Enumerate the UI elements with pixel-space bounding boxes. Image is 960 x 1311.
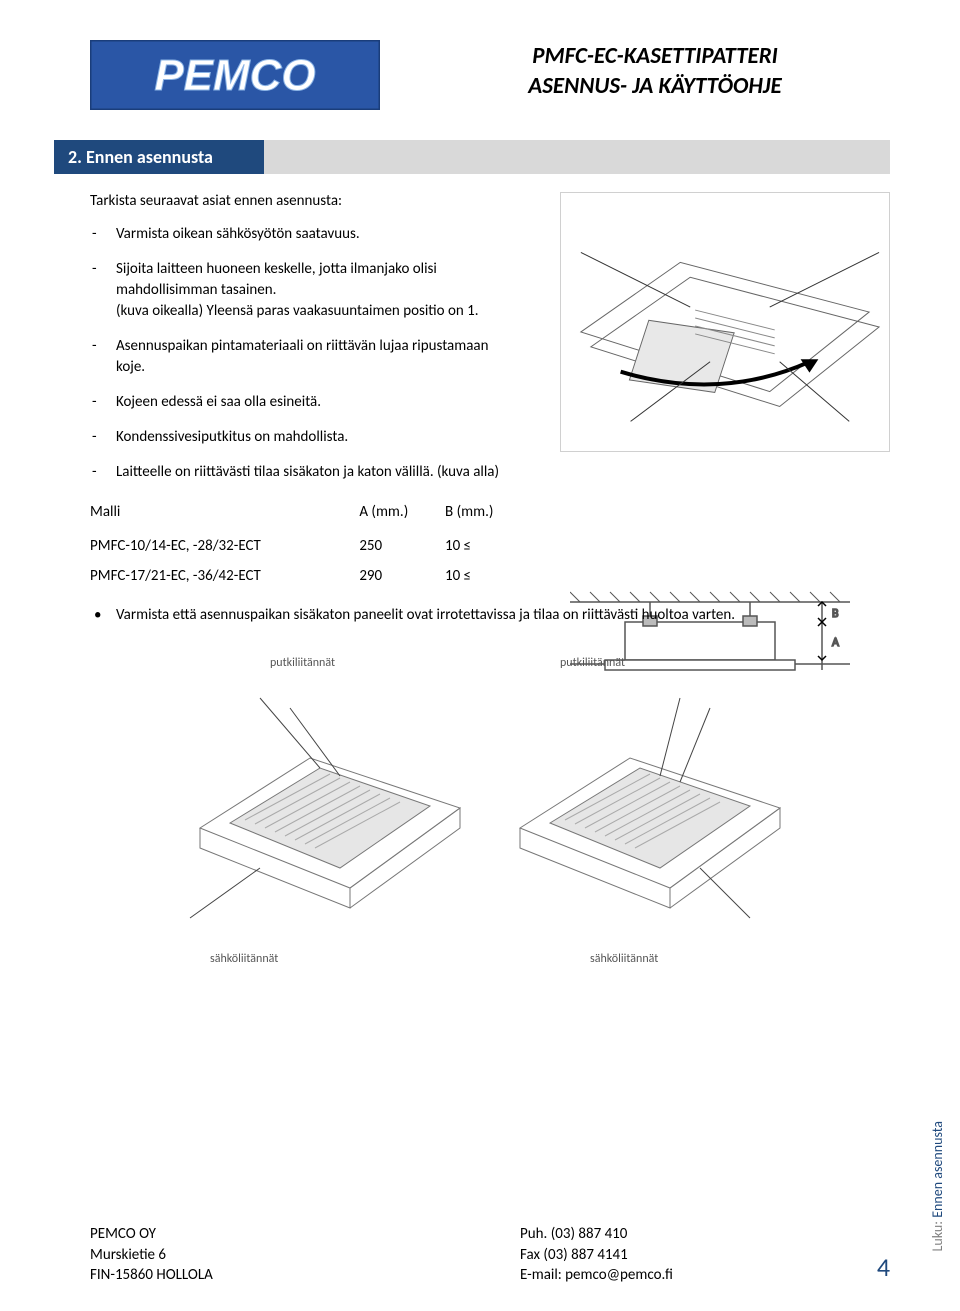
- th-a: A (mm.): [359, 497, 445, 531]
- footer-fax: Fax (03) 887 4141: [520, 1245, 867, 1265]
- footer-email: E-mail: pemco@pemco.fi: [520, 1265, 867, 1285]
- cell-b: 10 ≤: [445, 531, 530, 561]
- footer-addr2: FIN-15860 HOLLOLA: [90, 1265, 520, 1285]
- page-number: 4: [877, 1250, 890, 1285]
- bullet-item: Asennuspaikan pintamateriaali on riittäv…: [116, 336, 510, 378]
- section-bar-fill: [264, 140, 890, 174]
- bullet-item: Kojeen edessä ei saa olla esineitä.: [116, 392, 510, 413]
- note-bullet: Varmista että asennuspaikan sisäkaton pa…: [90, 605, 890, 626]
- diagram3-label: putkiliitännät: [270, 656, 335, 670]
- pemco-logo: PEMCO: [90, 40, 380, 110]
- cell-a: 250: [359, 531, 445, 561]
- svg-text:A: A: [832, 636, 839, 650]
- side-tab-prefix: Luku:: [929, 1220, 946, 1251]
- side-tab-text: Ennen asennusta: [929, 1121, 946, 1218]
- doc-title-line1: PMFC-EC-KASETTIPATTERI: [420, 42, 890, 72]
- footer-addr1: Murskietie 6: [90, 1245, 520, 1265]
- th-model: Malli: [90, 497, 359, 531]
- dimensions-table: Malli A (mm.) B (mm.) PMFC-10/14-EC, -28…: [90, 497, 530, 591]
- footer-address: PEMCO OY Murskietie 6 FIN-15860 HOLLOLA: [90, 1224, 520, 1285]
- cell-model: PMFC-17/21-EC, -36/42-ECT: [90, 561, 359, 591]
- page-footer: PEMCO OY Murskietie 6 FIN-15860 HOLLOLA …: [90, 1224, 890, 1285]
- bullet-item: Kondenssivesiputkitus on mahdollista.: [116, 427, 510, 448]
- bullet-item: Laitteelle on riittävästi tilaa sisäkato…: [116, 462, 510, 483]
- table-row: PMFC-10/14-EC, -28/32-ECT 250 10 ≤: [90, 531, 530, 561]
- diagram-connections: putkiliitännät putkiliitännät sähköliitä…: [160, 648, 820, 998]
- section-title: 2. Ennen asennusta: [54, 140, 264, 174]
- page-header: PEMCO PMFC-EC-KASETTIPATTERI ASENNUS- JA…: [90, 40, 890, 110]
- doc-title-line2: ASENNUS- JA KÄYTTÖOHJE: [420, 72, 890, 102]
- check-bullets: Varmista oikean sähkösyötön saatavuus. S…: [90, 224, 510, 483]
- doc-title: PMFC-EC-KASETTIPATTERI ASENNUS- JA KÄYTT…: [420, 40, 890, 102]
- bullet-item: Varmista oikean sähkösyötön saatavuus.: [116, 224, 510, 245]
- side-chapter-tab: Luku: Ennen asennusta: [929, 1121, 946, 1252]
- intro-text: Tarkista seuraavat asiat ennen asennusta…: [90, 192, 510, 210]
- diagram3-label: putkiliitännät: [560, 656, 625, 670]
- footer-tel: Puh. (03) 887 410: [520, 1224, 867, 1244]
- svg-text:PEMCO: PEMCO: [154, 51, 315, 100]
- table-row: PMFC-17/21-EC, -36/42-ECT 290 10 ≤: [90, 561, 530, 591]
- cell-model: PMFC-10/14-EC, -28/32-ECT: [90, 531, 359, 561]
- bullet-item: Sijoita laitteen huoneen keskelle, jotta…: [116, 259, 510, 322]
- footer-company: PEMCO OY: [90, 1224, 520, 1244]
- diagram3-label: sähköliitännät: [590, 952, 658, 966]
- cell-b: 10 ≤: [445, 561, 530, 591]
- th-b: B (mm.): [445, 497, 530, 531]
- diagram3-label: sähköliitännät: [210, 952, 278, 966]
- table-header-row: Malli A (mm.) B (mm.): [90, 497, 530, 531]
- cell-a: 290: [359, 561, 445, 591]
- footer-contact: Puh. (03) 887 410 Fax (03) 887 4141 E-ma…: [520, 1224, 867, 1285]
- section-heading-bar: 2. Ennen asennusta: [54, 140, 890, 174]
- content-area: Tarkista seuraavat asiat ennen asennusta…: [90, 192, 890, 998]
- diagram-install-position: [560, 192, 890, 452]
- left-text-column: Tarkista seuraavat asiat ennen asennusta…: [90, 192, 510, 483]
- note-text: Varmista että asennuspaikan sisäkaton pa…: [116, 605, 890, 626]
